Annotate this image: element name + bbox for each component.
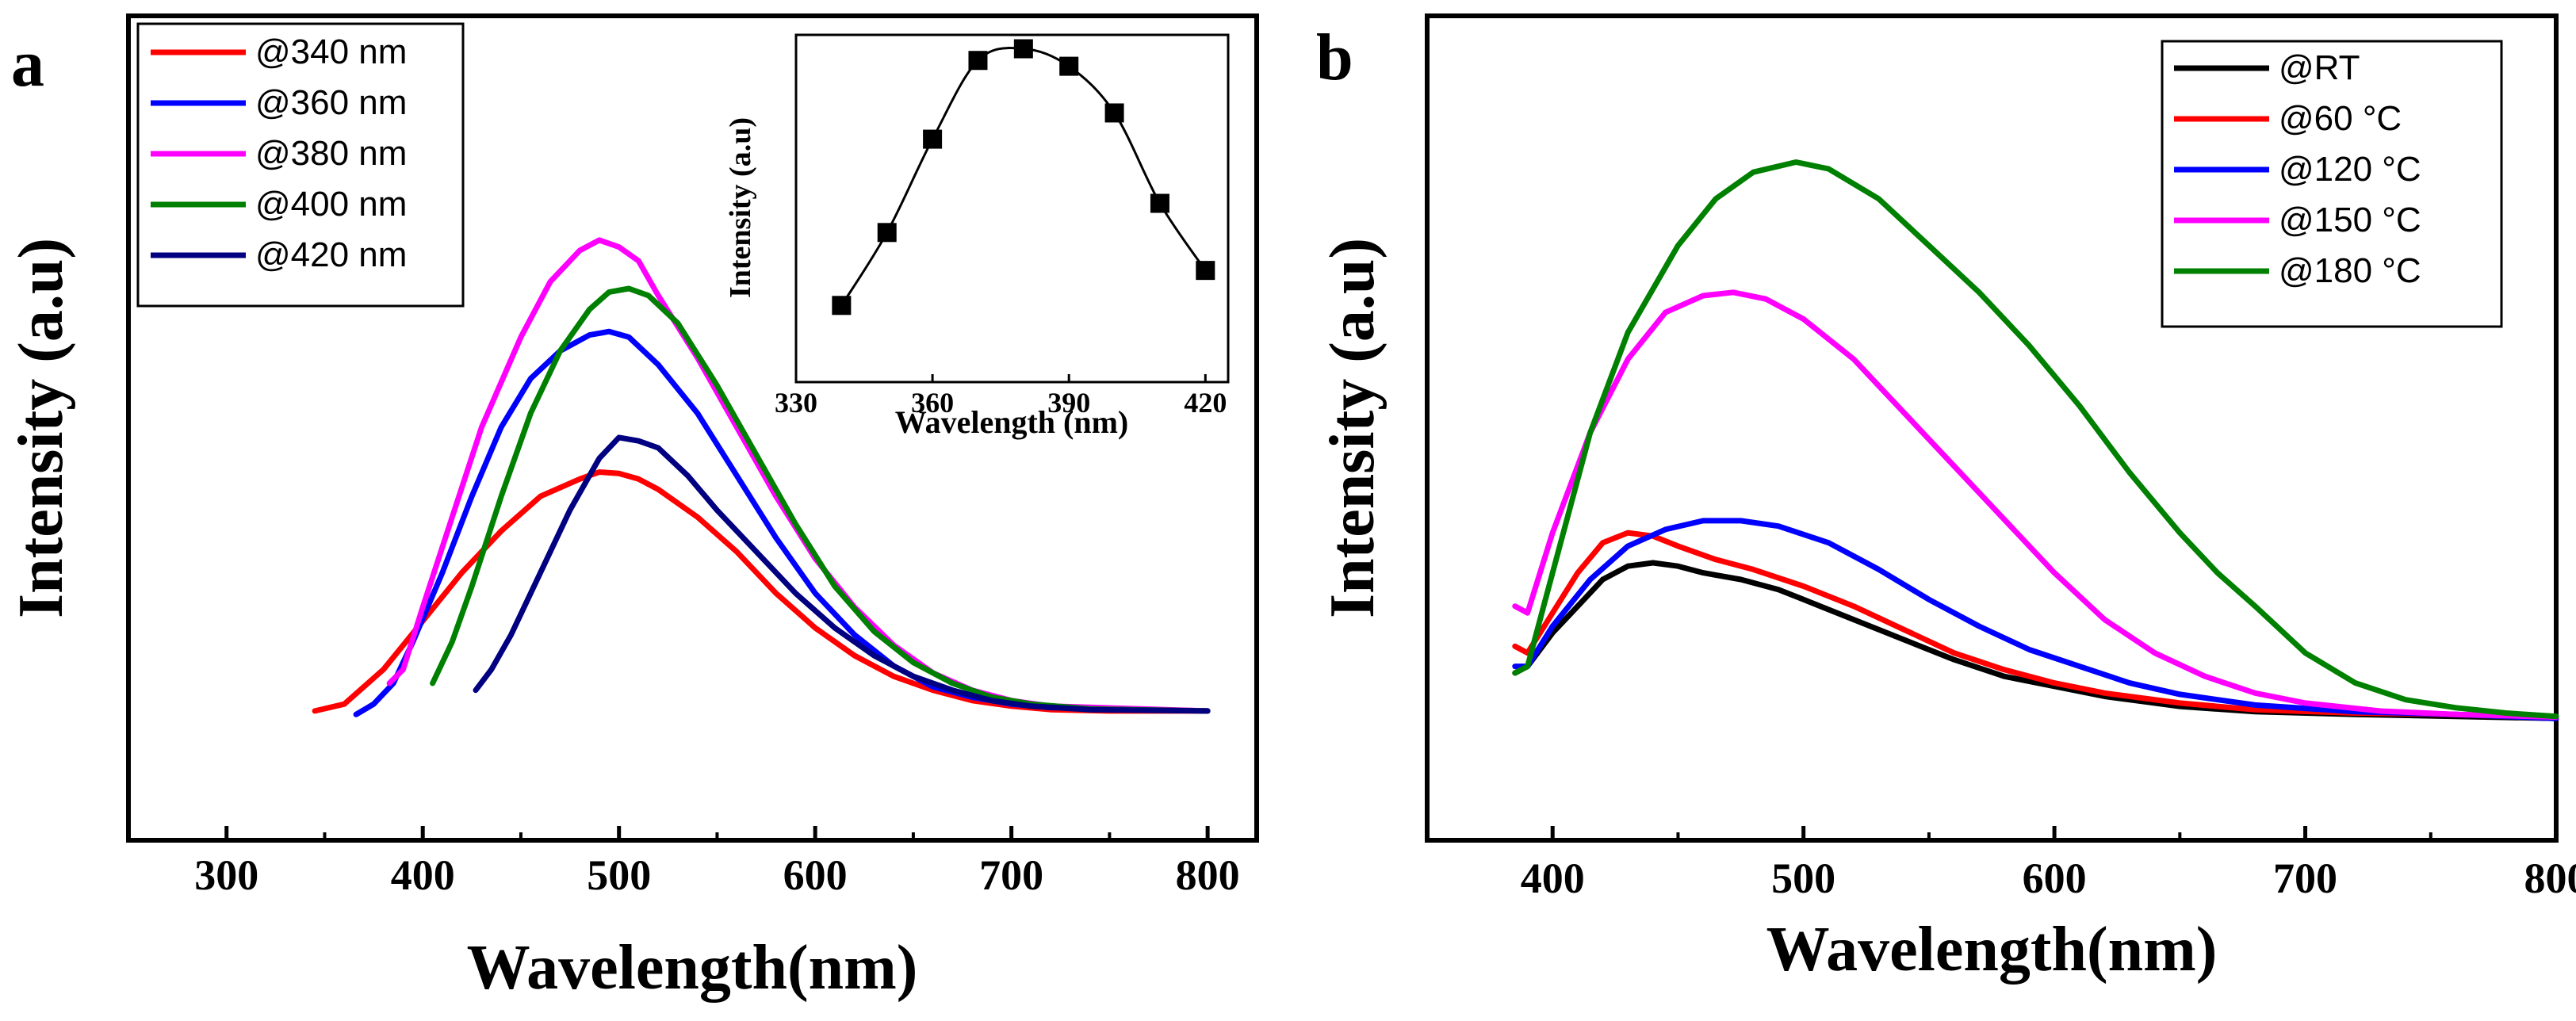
panel-b: b 400 500 600 700 800 Wavelength(nm) Intensi… [1316,13,2576,985]
series-line-180-c [1512,159,2559,720]
inset-data-point [1104,103,1124,123]
panel-a: a 300 400 500 600 700 800 Wavelength(nm) Inte… [6,13,1259,1003]
x-tick-label: 700 [2273,855,2337,902]
panel-b-x-axis-label: Wavelength(nm) [1766,915,2218,985]
x-tick-label: 400 [1521,855,1585,902]
panel-a-plot-frame [126,13,1259,843]
panel-b-legend: @RT @60 °C @120 °C @150 °C @180 °C [2161,40,2503,328]
panel-a-x-ticks: 300 400 500 600 700 800 [194,826,1240,899]
panel-a-inset-x-label: Wavelength (nm) [895,404,1128,440]
x-tick-label: 700 [979,851,1043,899]
legend-label-340-nm: @340 nm [255,33,407,71]
legend-label-60-c: @60 °C [2279,99,2402,138]
inset-data-point [1013,39,1033,59]
panel-b-plot-frame [1425,13,2559,843]
panel-a-inset: 330 360 390 420 Wavelength (nm) Intensity (… [724,33,1230,440]
legend-label-420-nm: @420 nm [255,235,407,274]
panel-a-x-axis-label: Wavelength(nm) [467,933,918,1003]
legend-label-400-nm: @400 nm [255,185,407,224]
legend-label-380-nm: @380 nm [255,134,407,173]
panel-a-inset-y-label: Intensity (a.u) [724,117,757,298]
x-tick-label: 400 [391,851,455,899]
panel-a-letter: a [11,27,44,101]
panel-a-series [312,237,1211,717]
panel-b-series [1512,159,2559,721]
panel-b-x-ticks: 400 500 600 700 800 [1521,826,2576,902]
series-line-rt [1512,560,2559,721]
x-tick-label: 300 [194,851,258,899]
panel-a-inset-ticks: 330 360 390 420 [775,374,1227,419]
panel-a-legend: @340 nm @360 nm @380 nm @400 nm @420 nm [136,22,465,308]
inset-data-point [877,223,897,243]
series-line-400-nm [430,285,1211,714]
inset-x-tick-label: 330 [775,387,817,419]
legend-label-120-c: @120 °C [2279,150,2421,189]
x-tick-label: 500 [1771,855,1835,902]
panel-a-legend-entries: @340 nm @360 nm @380 nm @400 nm @420 nm [151,33,407,274]
series-line-60-c [1512,530,2559,721]
legend-label-180-c: @180 °C [2279,251,2421,290]
panel-a-y-axis-label: Intensity (a.u) [6,238,76,618]
panel-b-letter: b [1316,21,1353,94]
panel-a-legend-box [136,22,465,308]
legend-label-rt: @RT [2279,48,2360,87]
panel-b-legend-entries: @RT @60 °C @120 °C @150 °C @180 °C [2174,48,2421,290]
inset-data-point [1196,261,1215,281]
series-line-340-nm [312,469,1211,714]
inset-data-point [1059,56,1079,76]
inset-x-tick-label: 420 [1184,387,1227,419]
inset-x-tick-label: 360 [911,387,954,419]
inset-data-point [923,129,943,149]
panel-a-inset-series [832,39,1215,315]
x-tick-label: 600 [783,851,848,899]
inset-data-point [832,296,852,315]
panel-b-legend-box [2161,40,2503,328]
legend-label-150-c: @150 °C [2279,201,2421,239]
series-line-420-nm [473,434,1211,714]
panel-b-y-axis-label: Intensity (a.u) [1318,238,1388,618]
x-tick-label: 800 [2524,855,2576,902]
inset-x-tick-label: 390 [1047,387,1090,419]
series-line-150-c [1512,289,2559,721]
x-tick-label: 600 [2023,855,2087,902]
x-tick-label: 800 [1176,851,1240,899]
series-line-120-c [1512,518,2559,721]
x-tick-label: 500 [587,851,651,899]
legend-label-360-nm: @360 nm [255,83,407,122]
inset-data-point [968,51,988,71]
inset-data-point [1150,193,1169,213]
